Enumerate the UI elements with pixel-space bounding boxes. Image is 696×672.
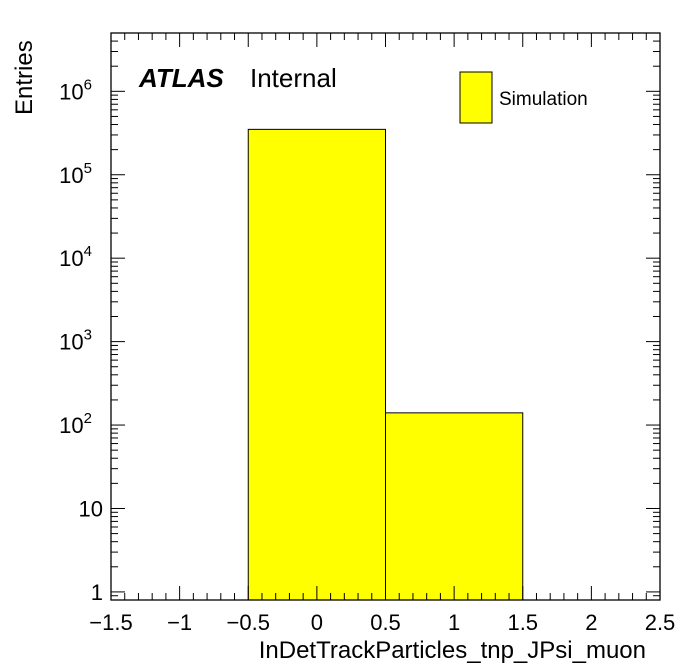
y-tick-label: 103 — [59, 327, 92, 355]
y-tick-label: 102 — [59, 410, 92, 438]
atlas-label: ATLAS Internal — [138, 63, 337, 93]
atlas-label-bold: ATLAS — [138, 63, 224, 93]
x-tick-label: 0 — [311, 610, 323, 635]
tick-labels: −1.5 −1 −0.5 0 0.5 1 1.5 2 2.5 1 10 102 103 104 105 106 — [59, 76, 675, 635]
y-axis-title: Entries — [11, 40, 38, 115]
tick-marks — [110, 32, 661, 601]
x-tick-label: 2.5 — [645, 610, 676, 635]
atlas-label-internal: Internal — [250, 63, 337, 93]
histogram-bar-0 — [247, 128, 386, 601]
legend-swatch — [459, 71, 493, 124]
legend: Simulation — [459, 71, 588, 124]
y-tick-label: 106 — [59, 76, 92, 104]
y-tick-label: 104 — [59, 243, 92, 271]
x-tick-label: −0.5 — [227, 610, 270, 635]
x-tick-label: 1 — [448, 610, 460, 635]
y-tick-label: 105 — [59, 160, 92, 188]
y-tick-label: 1 — [91, 580, 103, 605]
y-tick-label: 10 — [79, 496, 103, 521]
histogram-bars — [247, 128, 524, 601]
legend-label: Simulation — [499, 89, 588, 110]
x-tick-label: −1 — [167, 610, 192, 635]
x-tick-label: 0.5 — [370, 610, 401, 635]
x-tick-label: −1.5 — [89, 610, 132, 635]
histogram-bar-1 — [385, 412, 524, 601]
x-tick-label: 1.5 — [507, 610, 538, 635]
x-axis-title: InDetTrackParticles_tnp_JPsi_muon — [259, 637, 646, 664]
x-tick-label: 2 — [585, 610, 597, 635]
